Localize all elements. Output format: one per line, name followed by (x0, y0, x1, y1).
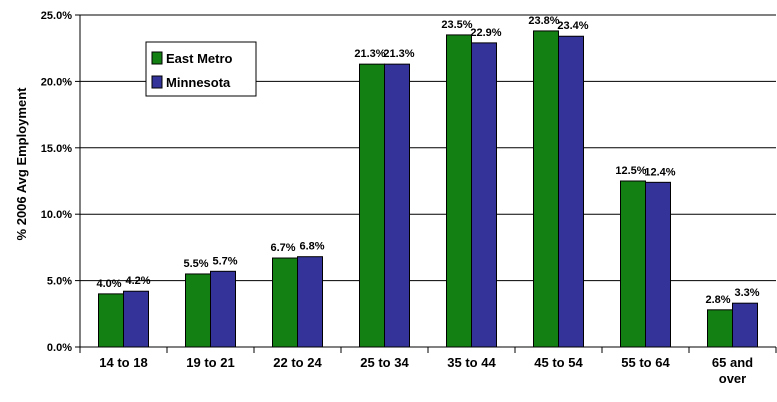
data-label: 5.5% (183, 258, 208, 270)
y-tick-label: 0.0% (47, 342, 72, 354)
x-tick-label: 19 to 21 (186, 355, 234, 370)
bar (272, 257, 298, 348)
x-tick-label: 65 and (712, 355, 753, 370)
legend-box (145, 41, 257, 97)
bars (98, 30, 758, 348)
data-labels: 4.0% 4.2%5.5% 5.7%6.7% 6.8%21.3%21.3%23.5%2… (96, 15, 759, 306)
data-label: 23.8% (528, 15, 559, 27)
y-tick-label: 10.0% (41, 209, 72, 221)
bar (359, 63, 385, 348)
data-label: 23.4% (557, 20, 588, 32)
x-tick-label: 35 to 44 (447, 355, 496, 370)
bar (446, 34, 472, 348)
data-label: 12.4% (644, 166, 675, 178)
data-label: 23.5% (441, 19, 472, 31)
data-label: 21.3% (354, 48, 385, 60)
bar (645, 181, 671, 348)
axes: 0.0% 5.0% 10.0% 15.0% 20.0% 25.0% 14 to 18 19 t… (41, 10, 777, 386)
y-tick-label: 15.0% (41, 143, 72, 155)
bar (620, 180, 646, 348)
x-tick-label: 55 to 64 (621, 355, 670, 370)
x-tick-label: 25 to 34 (360, 355, 409, 370)
data-label: 22.9% (470, 27, 501, 39)
legend-swatch (151, 75, 163, 89)
data-label: 6.8% (299, 241, 324, 253)
legend: East Metro Minnesota (145, 41, 257, 97)
y-tick-label: 20.0% (41, 76, 72, 88)
bar (533, 30, 559, 348)
y-axis-label: % 2006 Avg Employment (14, 87, 29, 241)
legend-swatch (151, 51, 163, 65)
x-tick-label: 45 to 54 (534, 355, 583, 370)
data-label: 12.5% (615, 165, 646, 177)
bar (707, 309, 733, 348)
x-tick-label: over (719, 371, 746, 386)
bar (185, 273, 211, 348)
bar (98, 293, 124, 348)
data-label: 2.8% (705, 294, 730, 306)
data-label: 21.3% (383, 48, 414, 60)
y-tick-label: 25.0% (41, 10, 72, 22)
data-label: 4.2% (125, 275, 150, 287)
legend-label: East Metro (166, 51, 233, 66)
bar (297, 256, 323, 348)
data-label: 5.7% (212, 255, 237, 267)
bar (558, 35, 584, 348)
bar (471, 42, 497, 348)
legend-label: Minnesota (166, 75, 231, 90)
data-label: 3.3% (734, 287, 759, 299)
data-label: 6.7% (270, 242, 295, 254)
y-tick-label: 5.0% (47, 276, 72, 288)
bar (732, 302, 758, 348)
bar (210, 270, 236, 348)
x-tick-label: 14 to 18 (99, 355, 147, 370)
x-tick-label: 22 to 24 (273, 355, 322, 370)
data-label: 4.0% (96, 278, 121, 290)
bar (123, 290, 149, 348)
bar (384, 63, 410, 348)
